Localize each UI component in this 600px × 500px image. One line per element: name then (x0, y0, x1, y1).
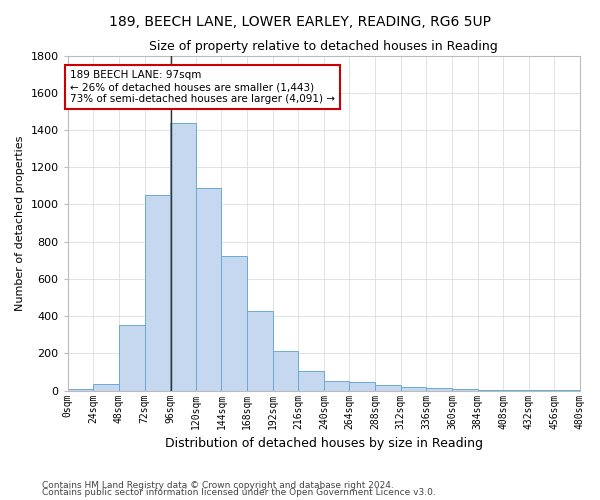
Bar (170, 122, 196, 390)
Text: Contains HM Land Registry data © Crown copyright and database right 2024.: Contains HM Land Registry data © Crown c… (42, 480, 394, 490)
Text: 189 BEECH LANE: 97sqm
← 26% of detached houses are smaller (1,443)
73% of semi-d: 189 BEECH LANE: 97sqm ← 26% of detached … (70, 70, 335, 104)
Text: 189, BEECH LANE, LOWER EARLEY, READING, RG6 5UP: 189, BEECH LANE, LOWER EARLEY, READING, … (109, 15, 491, 29)
Bar (145, 195, 170, 390)
Bar (272, 350, 298, 391)
Bar (298, 371, 324, 390)
Bar (94, 384, 119, 390)
Bar (196, 188, 221, 390)
Bar (68, 389, 94, 390)
X-axis label: Distribution of detached houses by size in Reading: Distribution of detached houses by size … (165, 437, 483, 450)
Bar (427, 388, 452, 390)
Bar (452, 389, 478, 390)
Bar (324, 382, 349, 390)
Text: Contains public sector information licensed under the Open Government Licence v3: Contains public sector information licen… (42, 488, 436, 497)
Bar (401, 387, 427, 390)
Bar (349, 382, 375, 390)
Bar (247, 310, 272, 390)
Bar (221, 256, 247, 390)
Title: Size of property relative to detached houses in Reading: Size of property relative to detached ho… (149, 40, 498, 53)
Y-axis label: Number of detached properties: Number of detached properties (15, 136, 25, 311)
Bar (375, 385, 401, 390)
Bar (119, 326, 145, 390)
